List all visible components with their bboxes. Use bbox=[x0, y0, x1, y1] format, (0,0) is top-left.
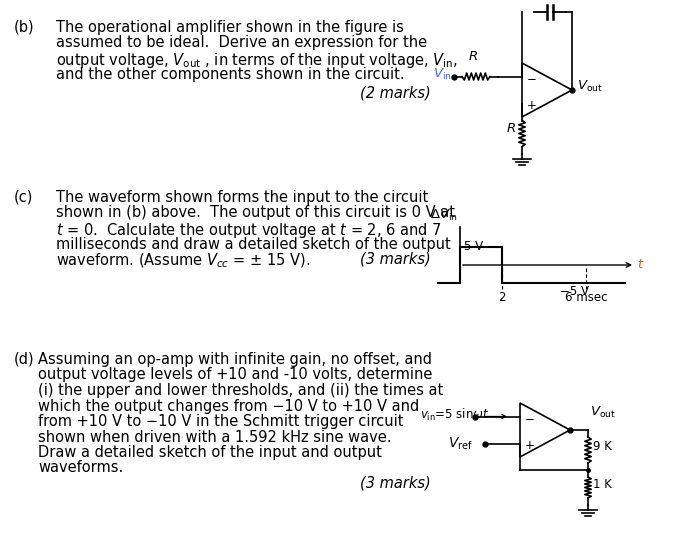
Text: 5 V: 5 V bbox=[464, 240, 483, 254]
Text: $+$: $+$ bbox=[526, 99, 536, 112]
Text: $V_{\mathrm{out}}$: $V_{\mathrm{out}}$ bbox=[577, 78, 603, 94]
Text: 9 K: 9 K bbox=[593, 440, 612, 454]
Text: $+$: $+$ bbox=[524, 439, 534, 452]
Text: (3 marks): (3 marks) bbox=[360, 476, 431, 491]
Text: −5 V: −5 V bbox=[560, 285, 589, 298]
Text: (c): (c) bbox=[14, 190, 33, 205]
Text: from +10 V to −10 V in the Schmitt trigger circuit: from +10 V to −10 V in the Schmitt trigg… bbox=[38, 414, 404, 429]
Text: output voltage levels of +10 and -10 volts, determine: output voltage levels of +10 and -10 vol… bbox=[38, 367, 433, 383]
Text: (2 marks): (2 marks) bbox=[360, 86, 431, 101]
Text: $t$ = 0.  Calculate the output voltage at $t$ = 2, 6 and 7: $t$ = 0. Calculate the output voltage at… bbox=[56, 221, 442, 240]
Text: $V_{\mathrm{out}}$: $V_{\mathrm{out}}$ bbox=[590, 405, 616, 420]
Text: (d): (d) bbox=[14, 352, 34, 367]
Text: The waveform shown forms the input to the circuit: The waveform shown forms the input to th… bbox=[56, 190, 429, 205]
Text: $t$: $t$ bbox=[637, 257, 645, 271]
Text: and the other components shown in the circuit.: and the other components shown in the ci… bbox=[56, 67, 404, 82]
Text: $-$: $-$ bbox=[526, 71, 536, 84]
Text: 1 K: 1 K bbox=[593, 479, 612, 491]
Text: $\Delta V_{\mathrm{in}}$: $\Delta V_{\mathrm{in}}$ bbox=[430, 208, 458, 223]
Text: (i) the upper and lower thresholds, and (ii) the times at: (i) the upper and lower thresholds, and … bbox=[38, 383, 443, 398]
Text: waveforms.: waveforms. bbox=[38, 461, 123, 475]
Text: (3 marks): (3 marks) bbox=[360, 252, 431, 267]
Text: The operational amplifier shown in the figure is: The operational amplifier shown in the f… bbox=[56, 20, 404, 35]
Text: $C$: $C$ bbox=[549, 0, 560, 1]
Text: (b): (b) bbox=[14, 20, 34, 35]
Text: $R$: $R$ bbox=[468, 51, 478, 63]
Text: $-$: $-$ bbox=[524, 411, 534, 424]
Text: which the output changes from −10 V to +10 V and: which the output changes from −10 V to +… bbox=[38, 399, 419, 414]
Text: $V_{\mathrm{ref}}$: $V_{\mathrm{ref}}$ bbox=[448, 435, 473, 451]
Text: waveform. (Assume $V_{cc}$ = ± 15 V).: waveform. (Assume $V_{cc}$ = ± 15 V). bbox=[56, 252, 311, 270]
Text: output voltage, $V_{\mathrm{out}}$ , in terms of the input voltage, $V_{\mathrm{: output voltage, $V_{\mathrm{out}}$ , in … bbox=[56, 51, 458, 70]
Text: Draw a detailed sketch of the input and output: Draw a detailed sketch of the input and … bbox=[38, 445, 382, 460]
Text: assumed to be ideal.  Derive an expression for the: assumed to be ideal. Derive an expressio… bbox=[56, 36, 427, 51]
Text: Assuming an op-amp with infinite gain, no offset, and: Assuming an op-amp with infinite gain, n… bbox=[38, 352, 432, 367]
Text: shown when driven with a 1.592 kHz sine wave.: shown when driven with a 1.592 kHz sine … bbox=[38, 430, 391, 445]
Text: 6 msec: 6 msec bbox=[565, 291, 607, 304]
Text: $R$: $R$ bbox=[506, 122, 516, 135]
Text: $v_{\mathrm{in}}$=5 sin$\omega t$: $v_{\mathrm{in}}$=5 sin$\omega t$ bbox=[420, 407, 489, 423]
Text: milliseconds and draw a detailed sketch of the output: milliseconds and draw a detailed sketch … bbox=[56, 237, 451, 252]
Text: shown in (b) above.  The output of this circuit is 0 V at: shown in (b) above. The output of this c… bbox=[56, 206, 455, 221]
Text: $V_{\mathrm{in}}$: $V_{\mathrm{in}}$ bbox=[433, 67, 452, 82]
Text: 2: 2 bbox=[498, 291, 506, 304]
